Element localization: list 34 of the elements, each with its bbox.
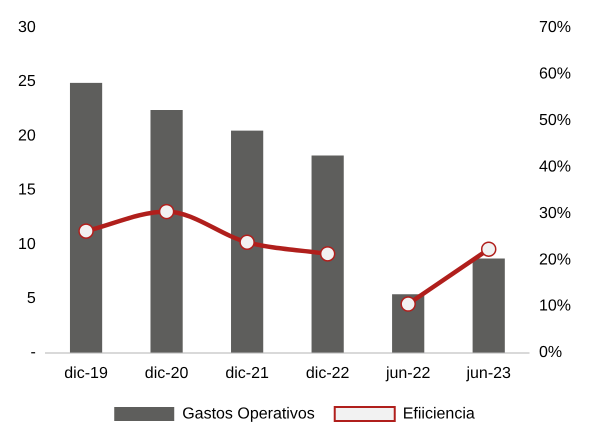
x-tick-label: dic-21 (225, 364, 270, 382)
bar (472, 258, 505, 353)
x-tick-label: dic-22 (306, 364, 350, 382)
legend-label: Efiiciencia (402, 405, 475, 422)
y2-tick-label: 0% (538, 344, 562, 362)
x-tick-label: dic-20 (144, 364, 188, 382)
y-tick-label: 30 (18, 19, 36, 36)
point (480, 241, 496, 257)
point (78, 223, 94, 239)
bar (231, 130, 264, 353)
y-tick-label: 10 (18, 236, 36, 253)
y2-tick-label: 60% (538, 65, 572, 82)
bar (70, 82, 102, 353)
bar (312, 156, 344, 353)
y-tick-label: 25 (18, 73, 36, 90)
x-tick-label: jun-22 (384, 364, 431, 382)
legend-label: Gastos Operativos (182, 405, 315, 422)
y2-tick-label: 50% (538, 112, 572, 129)
x-tick-label: dic-19 (64, 364, 108, 382)
y2-tick-label: 20% (538, 251, 572, 268)
y2-tick-label: 30% (538, 204, 572, 222)
y-tick-label: 20 (18, 127, 36, 144)
point (400, 296, 416, 312)
y2-tick-label: 40% (538, 158, 572, 176)
point (158, 204, 174, 220)
point (320, 246, 336, 262)
bar (150, 110, 183, 353)
y2-tick-label: 10% (538, 298, 572, 315)
y-tick-label: 5 (26, 290, 36, 308)
point (239, 234, 255, 250)
y2-tick-label: 70% (538, 19, 572, 36)
y-tick-label: 15 (18, 182, 36, 199)
y-tick-label: - (30, 344, 36, 362)
x-tick-label: jun-23 (465, 364, 512, 382)
